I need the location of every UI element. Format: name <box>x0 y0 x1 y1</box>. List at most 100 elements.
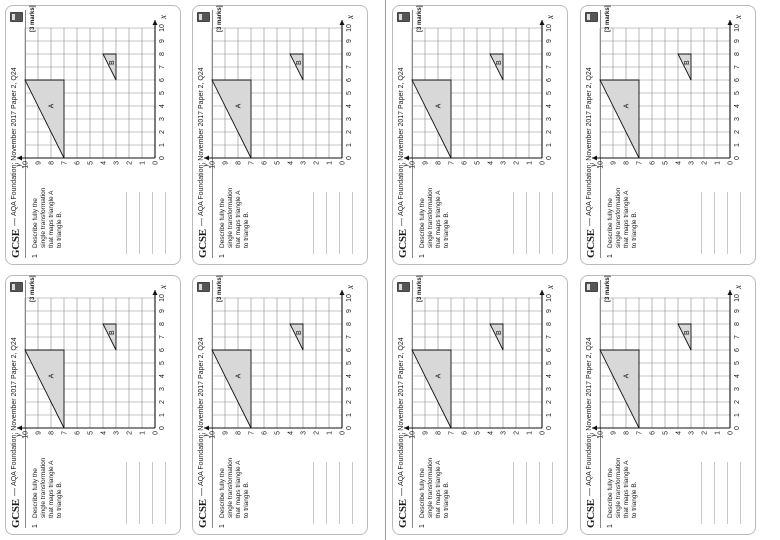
y-tick-label: 7 <box>449 431 456 435</box>
y-tick-label: 3 <box>689 161 696 165</box>
x-tick-label: 5 <box>159 91 166 95</box>
triangle-b <box>677 323 692 351</box>
y-axis-label: y <box>200 433 210 438</box>
triangle-b-label: B <box>496 60 503 65</box>
x-tick-label: 4 <box>346 374 353 378</box>
y-tick-label: 8 <box>236 431 243 435</box>
x-tick-label: 8 <box>346 322 353 326</box>
triangle-b <box>102 53 117 81</box>
card-slot: GCSE — AQA Foundation: November 2017 Pap… <box>580 5 756 265</box>
y-tick-label: 8 <box>236 161 243 165</box>
x-tick-label: 4 <box>159 374 166 378</box>
y-tick-label: 10 <box>598 161 605 169</box>
question-card: GCSE — AQA Foundation: November 2017 Pap… <box>5 5 181 265</box>
x-tick-label: 6 <box>346 348 353 352</box>
triangle-b-label: B <box>684 330 691 335</box>
triangle-b-label: B <box>109 330 116 335</box>
y-axis-label: y <box>13 433 23 438</box>
coordinate-grid: 0 1 2 3 4 5 6 7 8 9 10 0 1 2 3 4 5 6 7 8 9 10 x y A B <box>588 285 743 439</box>
coordinate-grid: 0 1 2 3 4 5 6 7 8 9 10 0 1 2 3 4 5 6 7 8 9 10 x y A B <box>200 285 355 439</box>
y-tick-label: 4 <box>488 161 495 165</box>
y-tick-label: 2 <box>314 431 321 435</box>
x-tick-label: 0 <box>734 426 741 430</box>
x-tick-label: 6 <box>734 78 741 82</box>
card-slot: GCSE — AQA Foundation: November 2017 Pap… <box>192 275 368 535</box>
triangle-b-label: B <box>684 60 691 65</box>
x-tick-label: 0 <box>546 426 553 430</box>
x-axis-arrow <box>727 20 733 25</box>
triangle-a-label: A <box>624 103 631 108</box>
x-tick-label: 9 <box>159 309 166 313</box>
x-tick-label: 8 <box>159 52 166 56</box>
y-tick-label: 7 <box>62 161 69 165</box>
card-slot: GCSE — AQA Foundation: November 2017 Pap… <box>5 275 181 535</box>
y-tick-label: 5 <box>663 431 670 435</box>
y-tick-label: 0 <box>728 431 735 435</box>
triangle-b <box>489 53 504 81</box>
triangle-b <box>102 323 117 351</box>
x-axis-label: x <box>345 285 355 290</box>
card-slot: GCSE — AQA Foundation: November 2017 Pap… <box>192 5 368 265</box>
question-card: GCSE — AQA Foundation: November 2017 Pap… <box>192 5 368 265</box>
coordinate-grid: 0 1 2 3 4 5 6 7 8 9 10 0 1 2 3 4 5 6 7 8 9 10 x y A B <box>13 15 168 169</box>
x-tick-label: 0 <box>159 426 166 430</box>
x-tick-label: 5 <box>159 361 166 365</box>
x-tick-label: 7 <box>346 335 353 339</box>
card-slot: GCSE — AQA Foundation: November 2017 Pap… <box>580 275 756 535</box>
x-tick-label: 0 <box>546 156 553 160</box>
y-axis-arrow <box>17 155 22 161</box>
question-card: GCSE — AQA Foundation: November 2017 Pap… <box>392 5 568 265</box>
triangle-a <box>211 349 252 429</box>
x-tick-label: 0 <box>159 156 166 160</box>
triangle-a-label: A <box>436 103 443 108</box>
x-tick-label: 10 <box>346 24 353 32</box>
y-tick-label: 0 <box>153 161 160 165</box>
y-tick-label: 4 <box>676 161 683 165</box>
x-tick-label: 3 <box>546 387 553 391</box>
y-tick-label: 5 <box>88 431 95 435</box>
y-tick-label: 8 <box>49 161 56 165</box>
x-tick-label: 7 <box>546 335 553 339</box>
x-tick-label: 2 <box>546 130 553 134</box>
triangle-a <box>211 79 252 159</box>
y-tick-label: 4 <box>288 161 295 165</box>
y-axis-arrow <box>404 155 409 161</box>
y-tick-label: 8 <box>49 431 56 435</box>
y-tick-label: 1 <box>327 161 334 165</box>
page-divider <box>385 0 386 540</box>
x-tick-label: 8 <box>346 52 353 56</box>
y-axis-label: y <box>13 163 23 168</box>
triangle-a-label: A <box>624 373 631 378</box>
x-axis-arrow <box>539 20 545 25</box>
marks-label: [3 marks] <box>417 275 423 302</box>
x-tick-label: 8 <box>159 322 166 326</box>
x-tick-label: 3 <box>346 387 353 391</box>
coordinate-grid: 0 1 2 3 4 5 6 7 8 9 10 0 1 2 3 4 5 6 7 8 9 10 x y A B <box>588 15 743 169</box>
triangle-b-label: B <box>109 60 116 65</box>
x-axis-arrow <box>339 20 345 25</box>
y-tick-label: 6 <box>462 161 469 165</box>
x-tick-label: 1 <box>159 413 166 417</box>
y-tick-label: 0 <box>340 431 347 435</box>
x-tick-label: 5 <box>734 361 741 365</box>
y-tick-label: 7 <box>637 161 644 165</box>
x-tick-label: 7 <box>346 65 353 69</box>
triangle-b <box>289 53 304 81</box>
x-tick-label: 0 <box>734 156 741 160</box>
y-tick-label: 8 <box>436 161 443 165</box>
x-tick-label: 4 <box>734 374 741 378</box>
y-tick-label: 9 <box>36 161 43 165</box>
y-tick-label: 10 <box>210 161 217 169</box>
y-tick-label: 5 <box>275 161 282 165</box>
y-tick-label: 2 <box>702 431 709 435</box>
x-tick-label: 1 <box>546 143 553 147</box>
y-tick-label: 3 <box>114 161 121 165</box>
x-tick-label: 7 <box>159 65 166 69</box>
x-axis-label: x <box>733 15 743 20</box>
y-tick-label: 6 <box>650 431 657 435</box>
x-tick-label: 2 <box>346 130 353 134</box>
y-axis-label: y <box>588 163 598 168</box>
x-tick-label: 4 <box>734 104 741 108</box>
coordinate-grid: 0 1 2 3 4 5 6 7 8 9 10 0 1 2 3 4 5 6 7 8 9 10 x y A B <box>400 285 555 439</box>
x-axis-arrow <box>727 290 733 295</box>
